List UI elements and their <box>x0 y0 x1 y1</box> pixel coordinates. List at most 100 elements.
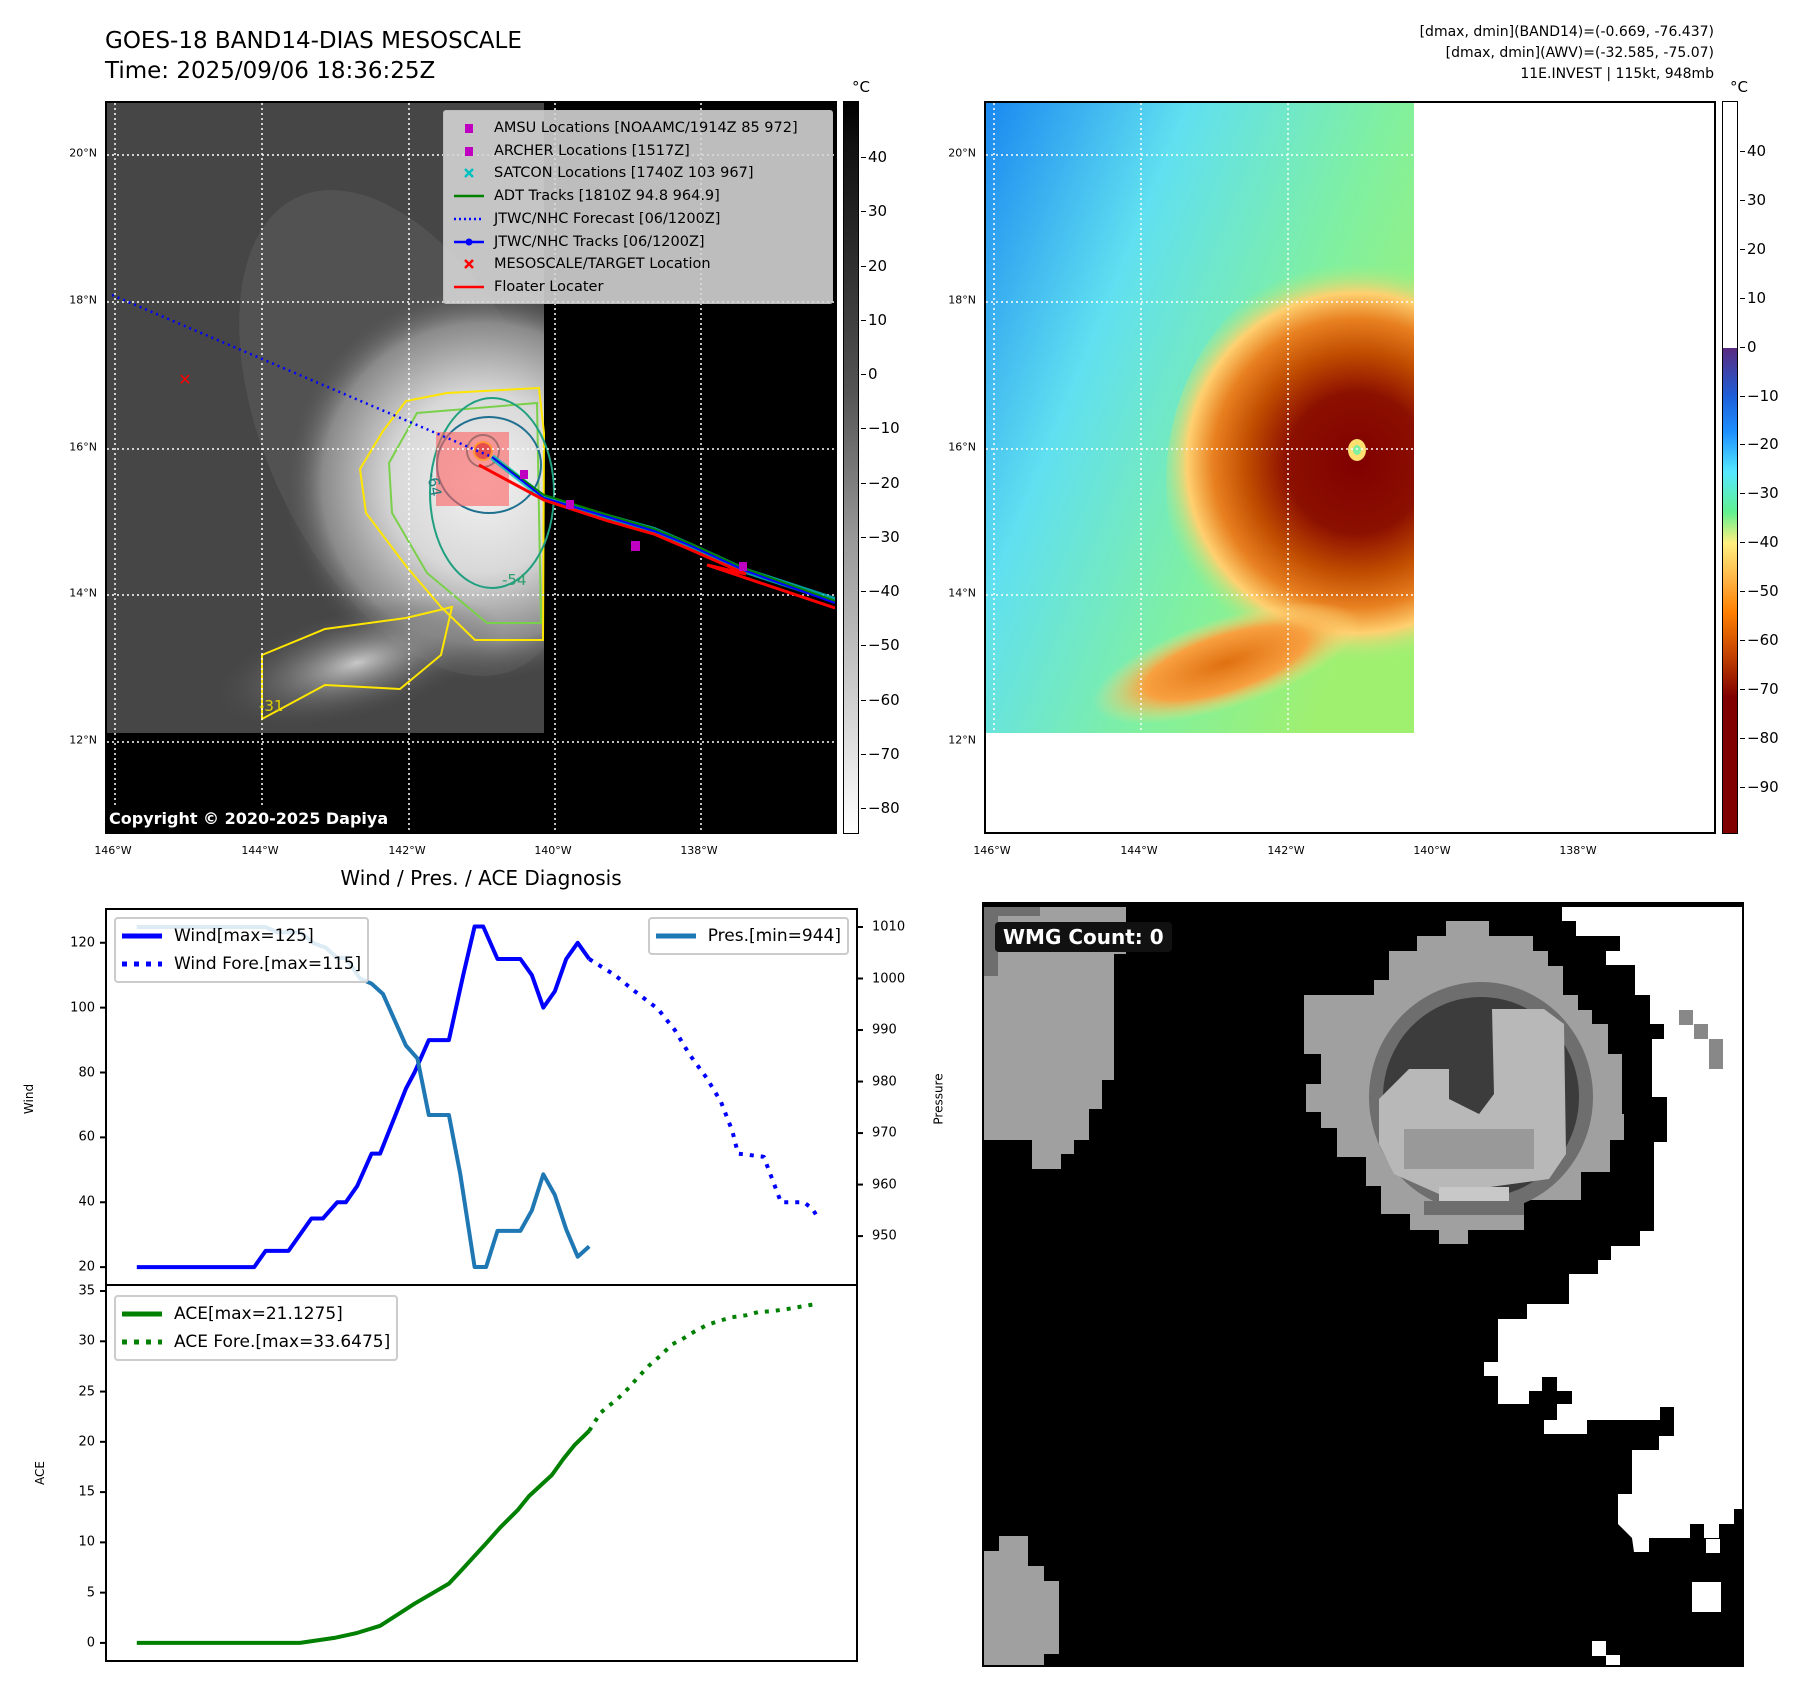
latitude-label: 14°N <box>69 586 97 600</box>
awv-colorbar-tick: 10 <box>1739 288 1767 307</box>
awv-range: [dmax, dmin](AWV)=(-32.585, -75.07) <box>1445 45 1714 61</box>
wind-pressure-chart: Wind[max=125] Wind Fore.[max=115] Pres.[… <box>100 908 863 1286</box>
time-line: Time: 2025/09/06 18:36:25Z <box>105 58 436 84</box>
latitude-label: 20°N <box>69 146 97 160</box>
contour-label: -64 <box>423 471 445 498</box>
figure-title: GOES-18 BAND14-DIAS MESOSCALE Time: 2025… <box>105 26 522 86</box>
awv-map-panel <box>984 101 1716 834</box>
ir-colorbar-tick: −40 <box>861 582 900 600</box>
square-marker-icon <box>452 122 486 134</box>
ir-colorbar-tick: −60 <box>861 690 900 709</box>
y2-tick-label: 1010 <box>872 919 906 935</box>
awv-colorbar-tick: −70 <box>1740 679 1779 698</box>
awv-imagery <box>986 103 1714 832</box>
legend-item: JTWC/NHC Tracks [06/1200Z] <box>452 231 705 253</box>
ir-colorbar-tick: 30 <box>860 202 888 221</box>
ir-colorbar-tick: 0 <box>861 365 878 383</box>
longitude-label: 146°W <box>973 844 1011 857</box>
band14-range: [dmax, dmin](BAND14)=(-0.669, -76.437) <box>1419 24 1714 40</box>
y2-tick-label: 950 <box>872 1228 897 1244</box>
legend-label: SATCON Locations [1740Z 103 967] <box>494 165 754 182</box>
series-line-wind <box>136 924 591 1270</box>
awv-colorbar-tick: 30 <box>1739 190 1767 209</box>
longitude-label: 140°W <box>1413 844 1451 857</box>
y-tick-label: 10 <box>78 1534 95 1550</box>
wind-axis-label: Wind <box>22 1083 37 1115</box>
latitude-label: 12°N <box>948 733 976 747</box>
awv-colorbar-tick: −60 <box>1740 631 1779 649</box>
legend-solid-line-icon <box>122 933 162 939</box>
contour-label: -31 <box>259 697 284 715</box>
ir-colorbar-unit: °C <box>852 78 870 96</box>
y2-tick-label: 990 <box>872 1022 897 1038</box>
longitude-label: 140°W <box>534 844 572 857</box>
longitude-label: 142°W <box>1267 844 1305 857</box>
y-tick-label: 20 <box>78 1434 95 1450</box>
x-marker-icon <box>452 167 486 179</box>
y-tick-label: 40 <box>78 1194 95 1210</box>
legend-label: Floater Locater <box>494 278 604 295</box>
legend-solid-line-icon <box>122 1311 162 1317</box>
legend-label: ACE[max=21.1275] <box>174 1304 343 1324</box>
longitude-label: 144°W <box>241 844 279 857</box>
series-line-ace-fore- <box>587 1302 813 1432</box>
awv-colorbar-tick: 40 <box>1739 142 1767 160</box>
wmg-count-badge: WMG Count: 0 <box>995 922 1172 952</box>
ace-legend: ACE[max=21.1275] ACE Fore.[max=33.6475] <box>114 1295 399 1361</box>
line-icon <box>452 190 486 202</box>
legend-item: MESOSCALE/TARGET Location <box>452 253 711 275</box>
awv-colorbar-tick: −40 <box>1740 533 1779 552</box>
line-dot-icon <box>452 236 486 248</box>
y-tick-label: 5 <box>86 1585 95 1601</box>
pressure-axis-label: Pressure <box>931 1073 946 1125</box>
ace-chart: ACE[max=21.1275] ACE Fore.[max=33.6475] <box>100 1284 858 1662</box>
y-tick-label: 15 <box>78 1484 95 1500</box>
wind-legend: Wind[max=125] Wind Fore.[max=115] <box>114 917 370 983</box>
legend-label: Wind[max=125] <box>174 926 314 946</box>
legend-label: MESOSCALE/TARGET Location <box>494 256 711 273</box>
copyright: Copyright © 2020-2025 Dapiya <box>105 806 393 831</box>
longitude-label: 142°W <box>388 844 426 857</box>
stats-info: [dmax, dmin](BAND14)=(-0.669, -76.437) [… <box>1420 22 1714 85</box>
ir-colorbar-tick: −10 <box>861 419 900 438</box>
latitude-label: 16°N <box>948 440 976 454</box>
y2-tick-label: 960 <box>872 1177 897 1193</box>
ir-colorbar-tick: 10 <box>860 310 888 329</box>
legend-item: AMSU Locations [NOAAMC/1914Z 85 972] <box>452 117 798 139</box>
ir-colorbar-tick: −80 <box>861 799 900 817</box>
y2-tick-label: 970 <box>872 1125 897 1141</box>
y-tick-label: 120 <box>70 935 95 951</box>
wmg-panel: WMG Count: 0 <box>982 902 1744 1667</box>
legend-label: Wind Fore.[max=115] <box>174 954 362 974</box>
ace-axis-label: ACE <box>32 1461 47 1485</box>
legend-label: ACE Fore.[max=33.6475] <box>174 1332 391 1352</box>
awv-colorbar-tick: −90 <box>1740 777 1779 796</box>
y-tick-label: 60 <box>78 1129 95 1145</box>
y-tick-label: 20 <box>78 1259 95 1275</box>
y-tick-label: 35 <box>78 1283 95 1299</box>
map-gridlines <box>107 103 835 832</box>
legend-item: ADT Tracks [1810Z 94.8 964.9] <box>452 185 720 207</box>
longitude-label: 138°W <box>1559 844 1597 857</box>
awv-colorbar-tick: 0 <box>1740 337 1757 356</box>
y-tick-label: 0 <box>86 1635 95 1651</box>
floater-box <box>436 432 509 506</box>
legend-label: ARCHER Locations [1517Z] <box>494 142 690 159</box>
ir-colorbar-tick: −20 <box>861 473 900 492</box>
legend-solid-line-icon <box>655 933 696 939</box>
series-line-wind-fore- <box>588 957 820 1220</box>
ir-colorbar <box>843 101 859 834</box>
awv-colorbar-tick: −80 <box>1740 728 1779 747</box>
x-marker-icon <box>452 258 486 270</box>
y-tick-label: 30 <box>78 1333 95 1349</box>
awv-colorbar-tick: 20 <box>1739 239 1767 258</box>
y-tick-label: 80 <box>78 1065 95 1080</box>
amsu-archer-markers <box>520 470 747 571</box>
ir-colorbar-tick: −30 <box>861 527 900 546</box>
legend-label: Pres.[min=944] <box>707 926 841 946</box>
latitude-label: 16°N <box>69 440 97 454</box>
awv-colorbar-unit: °C <box>1730 78 1748 96</box>
legend-item: SATCON Locations [1740Z 103 967] <box>452 162 753 184</box>
y2-tick-label: 980 <box>872 1074 897 1090</box>
legend-dotted-line-icon <box>122 961 162 967</box>
